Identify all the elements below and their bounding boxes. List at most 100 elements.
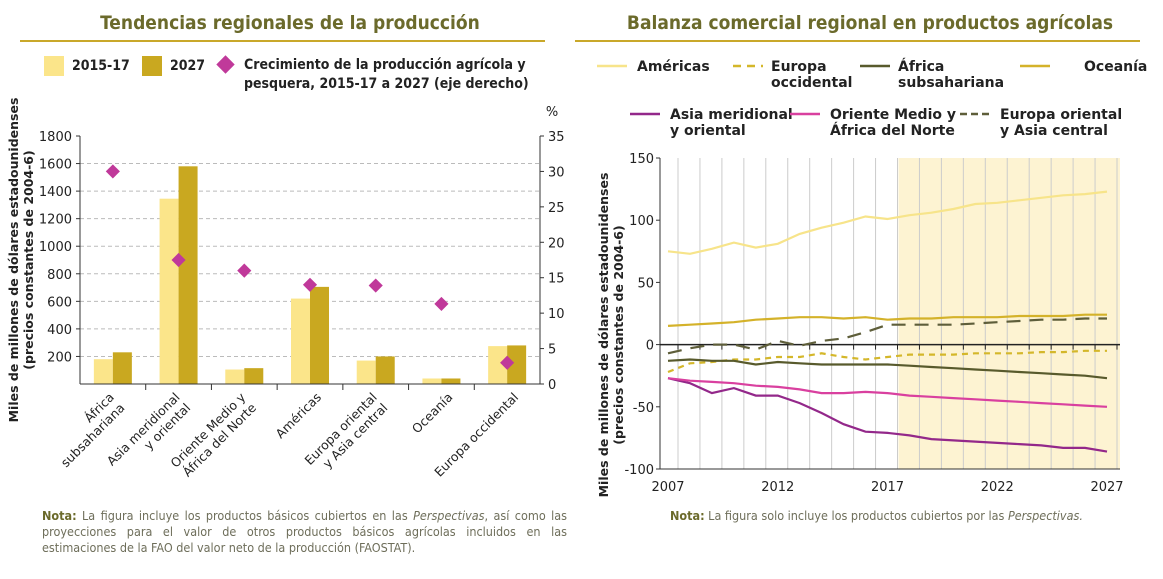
legend-label-line: Oceanía (1084, 59, 1147, 75)
growth-diamond (105, 164, 120, 179)
legend-label: Europa oriental y Asia central (1000, 107, 1122, 139)
note-text: La figura solo incluye los productos cub… (704, 508, 1008, 523)
y2-tick-label: 10 (548, 307, 565, 322)
series-line-europa-occidental (667, 349, 1107, 374)
legend-label: Américas (637, 59, 710, 75)
bar-2027 (178, 166, 198, 384)
legend-label: Oceanía (1084, 59, 1147, 75)
bar-2027 (375, 356, 395, 384)
y-axis-label-line: Miles de millones de dólares estadounide… (6, 98, 21, 423)
right-note: Nota: La figura solo incluye los product… (670, 508, 1122, 524)
y2-axis-label: % (546, 105, 558, 120)
y-axis-label: Miles de millones de dólares estadounide… (6, 98, 36, 423)
bar-2027 (244, 368, 264, 384)
y-tick-label: 800 (47, 268, 72, 283)
growth-diamond (500, 355, 515, 370)
note-text: , así como las proyecciones para el valo… (42, 508, 567, 555)
legend-label-line: y oriental (670, 123, 746, 139)
y-tick-label: 1600 (39, 158, 72, 173)
y-tick-label: -100 (624, 463, 654, 478)
legend-label-line: Europa (771, 59, 827, 75)
x-tick-label: Américas (272, 390, 324, 442)
growth-diamond (434, 296, 449, 312)
legend-label-line: y Asia central (1000, 123, 1108, 139)
bar-2015-17 (291, 298, 310, 384)
x-tick-label: Oceanía (409, 390, 456, 437)
x-tick-label: 2007 (651, 480, 684, 495)
legend-label-line: subsahariana (898, 75, 1004, 91)
legend-label-line: Oriente Medio y (830, 107, 956, 123)
y-tick-label: 1800 (39, 130, 72, 145)
note-label: Nota: (42, 508, 77, 523)
x-tick-label: 2012 (761, 480, 794, 495)
bar-2027 (441, 378, 461, 384)
series-line-asia-meridional-y-oriental (667, 377, 1108, 453)
bar-2015-17 (225, 369, 245, 384)
note-label: Nota: (670, 508, 705, 523)
legend-label-line: África del Norte (830, 122, 955, 139)
y2-tick-label: 35 (548, 130, 565, 145)
y2-tick-label: 0 (548, 378, 556, 393)
legend-swatch-2027 (142, 56, 162, 76)
bar-2027 (507, 345, 527, 384)
left-chart-title: Tendencias regionales de la producción (100, 12, 480, 34)
bar-2015-17 (159, 198, 179, 384)
growth-diamond (302, 277, 318, 292)
right-chart-title: Balanza comercial regional en productos … (626, 12, 1114, 34)
bar-2015-17 (422, 378, 442, 384)
series-line-américas (667, 190, 1108, 255)
legend-label-line: occidental (771, 75, 852, 91)
growth-diamond (171, 252, 186, 268)
y2-tick-label: 20 (548, 236, 565, 251)
bar-2027 (112, 352, 132, 384)
legend-label-2015-17: 2015-17 (72, 58, 130, 74)
series-line-oriente-medio-y-áfrica-del-norte (667, 377, 1108, 408)
y2-tick-label: 5 (548, 343, 556, 358)
y-tick-label: 1200 (39, 213, 72, 228)
series-line-oceanía (667, 313, 1107, 327)
y-axis-label: Miles de millones de dólares estadounide… (596, 173, 626, 498)
bar-2027 (310, 286, 329, 384)
legend-label-growth: Crecimiento de la producción agrícola y … (244, 57, 529, 92)
legend-label-line: Américas (637, 59, 710, 75)
legend-swatch-2015-17 (44, 56, 64, 76)
x-tick-label: 2017 (871, 480, 904, 495)
legend-label-line: África (898, 58, 944, 75)
note-text: La figura incluye los productos básicos … (76, 508, 414, 523)
growth-diamond (368, 278, 383, 293)
x-tick-label-line: Américas (272, 390, 324, 442)
bar-2015-17 (93, 359, 113, 384)
note-italic: Perspectivas (413, 508, 485, 523)
y-axis-label-line: (precios constantes de 2004-6) (21, 150, 36, 369)
y2-tick-label: 30 (548, 165, 565, 180)
legend-label: Europa occidental (771, 59, 852, 91)
legend-label-2027: 2027 (170, 58, 206, 74)
y-tick-label: 1400 (39, 185, 72, 200)
legend-label: África subsahariana (898, 58, 1004, 91)
bar-2015-17 (356, 360, 376, 384)
y-tick-label: 200 (47, 350, 72, 365)
legend-label-line: Asia meridional (670, 107, 793, 123)
legend-label-line: Europa oriental (1000, 107, 1122, 123)
projection-shade (898, 158, 1120, 469)
x-tick-label: 2022 (981, 480, 1014, 495)
y-tick-label: 400 (47, 323, 72, 338)
y-tick-label: 0 (646, 339, 654, 354)
y-tick-label: 50 (637, 276, 654, 291)
y-tick-label: 150 (629, 152, 654, 167)
y2-tick-label: 15 (548, 272, 565, 287)
right-title-rule (575, 40, 1140, 42)
x-tick-label: 2027 (1090, 480, 1123, 495)
bar-2015-17 (488, 346, 508, 384)
y-tick-label: 1000 (39, 240, 72, 255)
legend-label: Asia meridional y oriental (670, 107, 793, 139)
y2-tick-label: 25 (548, 201, 565, 216)
y-tick-label: 100 (629, 214, 654, 229)
y-axis-label-line: (precios constantes de 2004-6) (611, 225, 626, 444)
y-tick-label: 600 (47, 295, 72, 310)
x-tick-label-line: Oceanía (409, 390, 456, 437)
y-axis-label-line: Miles de millones de dólares estadounide… (596, 173, 611, 498)
series-line-europa-oriental-y-asia-central (667, 317, 1107, 355)
